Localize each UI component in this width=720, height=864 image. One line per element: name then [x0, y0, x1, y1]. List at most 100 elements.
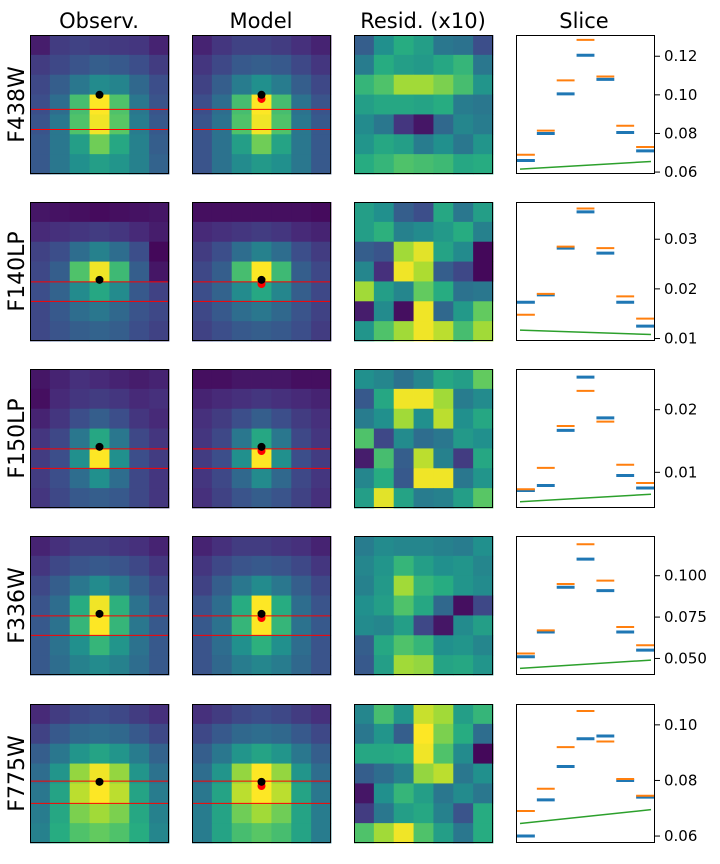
heatmap-cell — [49, 134, 71, 155]
heatmap-cell — [149, 704, 170, 725]
heatmap-cell — [192, 369, 213, 390]
column-title-slice: Slice — [559, 9, 608, 33]
heatmap-cell — [30, 54, 51, 76]
heatmap-cell — [311, 723, 332, 745]
heatmap-cell — [413, 536, 434, 557]
y-tick-label: 0.10 — [664, 86, 697, 104]
heatmap-cell — [453, 743, 474, 764]
heatmap-cell — [393, 94, 414, 115]
heatmap-cell — [393, 74, 414, 95]
heatmap-cell — [311, 428, 332, 449]
heatmap-cell — [373, 281, 395, 302]
heatmap-cell — [413, 261, 434, 282]
heatmap-cell — [149, 154, 170, 175]
heatmap-cell — [413, 723, 434, 745]
heatmap-cell — [373, 615, 395, 636]
heatmap-cell — [109, 388, 130, 410]
heatmap-cell — [453, 321, 474, 342]
heatmap-cell — [109, 536, 130, 557]
heatmap-cell — [271, 301, 292, 322]
heatmap-cell — [30, 114, 51, 135]
heatmap-cell — [30, 704, 51, 725]
heatmap-cell — [373, 575, 395, 596]
heatmap-cell — [271, 575, 292, 596]
heatmap-cell — [30, 369, 51, 390]
heatmap-cell — [89, 154, 110, 175]
heatmap-cell — [393, 763, 414, 784]
heatmap-cell — [149, 408, 170, 429]
heatmap-cell — [311, 94, 332, 115]
heatmap-cell — [413, 54, 434, 76]
heatmap-cell — [311, 241, 332, 262]
heatmap-cell — [291, 134, 312, 155]
heatmap-cell — [393, 369, 414, 390]
heatmap-cell — [69, 281, 90, 302]
heatmap-cell — [311, 369, 332, 390]
heatmap-cell — [433, 468, 454, 489]
heatmap-cell — [393, 723, 414, 745]
heatmap-cell — [231, 448, 252, 469]
heatmap-cell — [473, 823, 494, 844]
heatmap-cell — [49, 428, 71, 449]
heatmap-cell — [373, 635, 395, 656]
model-heatmap — [192, 704, 332, 844]
heatmap-cell — [192, 114, 213, 135]
heatmap-cell — [453, 221, 474, 243]
heatmap-cell — [129, 595, 150, 616]
heatmap-cell — [231, 54, 252, 76]
row-F150LP: F150LP 0.01 0.02 — [5, 369, 697, 509]
heatmap-cell — [291, 783, 312, 804]
heatmap-cell — [291, 94, 312, 115]
heatmap-cell — [413, 655, 434, 676]
heatmap-cell — [271, 783, 292, 804]
heatmap-cell — [211, 763, 233, 784]
slice-plot: 0.050 0.075 0.100 — [516, 536, 707, 675]
heatmap-cell — [311, 575, 332, 596]
heatmap-cell — [373, 783, 395, 804]
heatmap-cell — [453, 723, 474, 745]
heatmap-cell — [433, 743, 454, 764]
panel-frame — [30, 35, 169, 174]
heatmap-cell — [393, 743, 414, 764]
heatmap-cell — [311, 74, 332, 95]
heatmap-cell — [192, 202, 213, 223]
heatmap-cell — [354, 575, 375, 596]
heatmap-cell — [149, 428, 170, 449]
heatmap-cell — [109, 555, 130, 577]
heatmap-cell — [49, 704, 71, 725]
heatmap-cell — [271, 488, 292, 509]
heatmap-cell — [49, 823, 71, 844]
heatmap-cell — [271, 321, 292, 342]
heatmap-cell — [354, 595, 375, 616]
row-label: F438W — [5, 66, 30, 143]
heatmap-cell — [89, 221, 110, 243]
heatmap-cell — [373, 321, 395, 342]
heatmap-cell — [192, 281, 213, 302]
heatmap-cell — [413, 763, 434, 784]
heatmap-cell — [211, 783, 233, 804]
heatmap-cell — [69, 803, 90, 824]
heatmap-cell — [473, 74, 494, 95]
background-line — [519, 808, 652, 825]
heatmap-cell — [291, 261, 312, 282]
heatmap-cell — [69, 723, 90, 745]
heatmap-cell — [354, 301, 375, 322]
heatmap-cell — [413, 154, 434, 175]
heatmap-cell — [373, 154, 395, 175]
center-marker — [257, 609, 266, 618]
heatmap-cell — [109, 54, 130, 76]
heatmap-cell — [231, 655, 252, 676]
heatmap-cell — [453, 408, 474, 429]
heatmap-cell — [69, 704, 90, 725]
heatmap-cell — [291, 655, 312, 676]
heatmap-cell — [291, 468, 312, 489]
background-line — [519, 329, 652, 336]
heatmap-cell — [393, 114, 414, 135]
panel-frame — [30, 202, 169, 341]
heatmap-cell — [271, 281, 292, 302]
heatmap-cell — [149, 723, 170, 745]
heatmap-cell — [271, 823, 292, 844]
heatmap-cell — [109, 823, 130, 844]
heatmap-cell — [291, 241, 312, 262]
